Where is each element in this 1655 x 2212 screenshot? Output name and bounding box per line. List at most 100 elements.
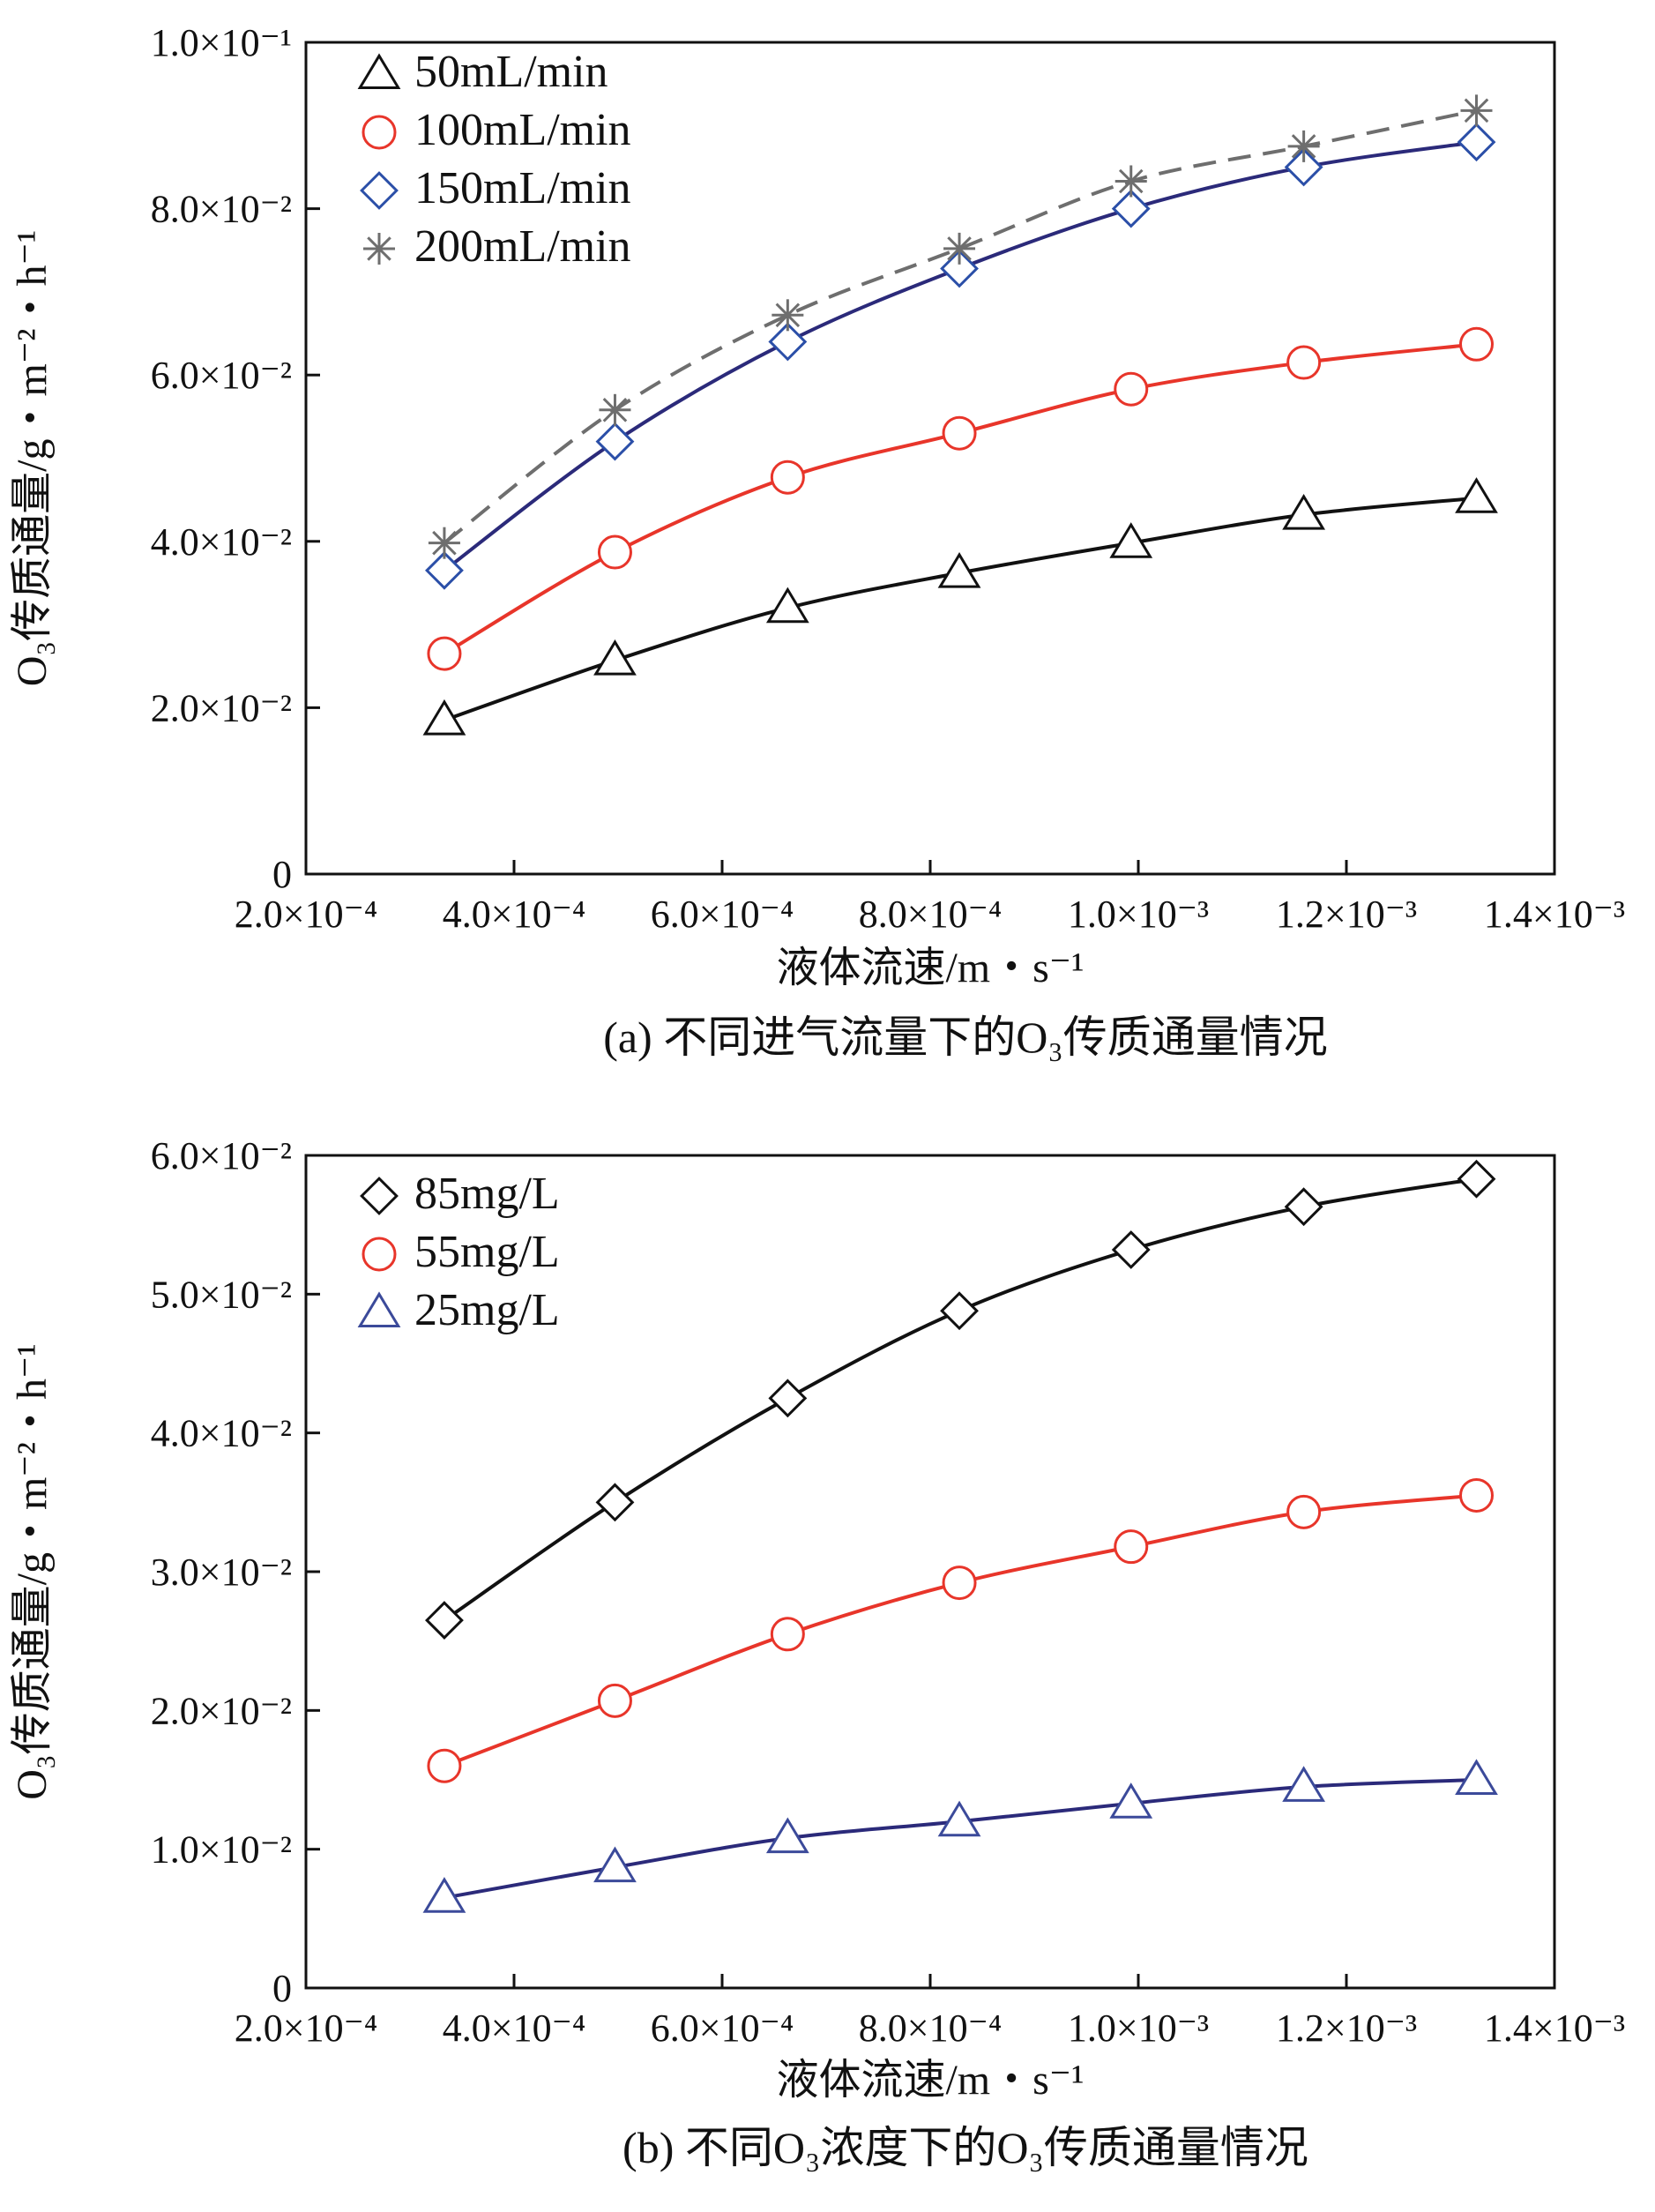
x-axis-label: 液体流速/m・s⁻¹ [776, 2057, 1084, 2104]
data-point [940, 249, 979, 288]
x-tick-label: 1.4×10⁻³ [1484, 893, 1625, 936]
y-tick-label: 8.0×10⁻² [151, 188, 292, 231]
data-point-stroke [1118, 168, 1144, 194]
data-point [1111, 1230, 1151, 1269]
y-tick-label: 5.0×10⁻² [151, 1273, 292, 1316]
data-point [597, 1683, 632, 1718]
y-tick-label: 3.0×10⁻² [151, 1551, 292, 1594]
data-point [1282, 494, 1326, 530]
legend-marker [357, 53, 401, 90]
data-point [1457, 123, 1496, 162]
data-point [1455, 1759, 1498, 1796]
y-tick-label: 4.0×10⁻² [151, 520, 292, 564]
x-tick-label: 2.0×10⁻⁴ [235, 2006, 377, 2050]
data-point [768, 322, 808, 362]
series-line-2 [443, 342, 1477, 655]
legend-label: 200mL/min [414, 221, 631, 272]
legend-marker-stroke [367, 236, 391, 261]
y-tick-label: 0 [272, 1967, 292, 2010]
y-axis-label: O₃传质通量/g・m⁻²・h⁻¹ [9, 230, 56, 687]
x-tick-label: 4.0×10⁻⁴ [443, 893, 585, 936]
data-point [770, 460, 805, 495]
data-point [1284, 147, 1323, 187]
data-point [772, 299, 804, 332]
data-point [422, 1877, 466, 1913]
legend-marker [362, 115, 397, 150]
data-point [593, 639, 637, 676]
data-point-stroke [1464, 98, 1489, 123]
plot-frame [304, 1154, 1556, 1990]
data-point [1459, 1477, 1494, 1513]
panel-caption: (b) 不同O₃浓度下的O₃传质通量情况 [622, 2123, 1308, 2172]
data-point [1286, 345, 1322, 380]
y-tick-label: 1.0×10⁻² [151, 1828, 292, 1872]
y-tick-label: 0 [272, 853, 292, 896]
data-point [425, 1601, 464, 1640]
data-point [937, 552, 981, 588]
data-point [425, 550, 464, 590]
x-tick-label: 6.0×10⁻⁴ [651, 893, 794, 936]
data-point [1114, 371, 1149, 407]
data-point-stroke [602, 398, 628, 422]
y-tick-label: 6.0×10⁻² [151, 1134, 292, 1177]
data-point [1115, 165, 1147, 198]
data-point [942, 415, 977, 451]
data-point [427, 1748, 462, 1783]
x-tick-label: 2.0×10⁻⁴ [235, 893, 377, 936]
x-tick-label: 1.4×10⁻³ [1484, 2006, 1625, 2050]
x-axis-label: 液体流速/m・s⁻¹ [776, 945, 1084, 991]
data-point [768, 1379, 808, 1418]
data-point [422, 699, 466, 736]
x-tick-label: 1.2×10⁻³ [1276, 2006, 1417, 2050]
x-tick-label: 4.0×10⁻⁴ [443, 2006, 585, 2050]
series-line-2 [444, 1493, 1477, 1768]
series-line-1 [444, 496, 1477, 722]
y-tick-label: 2.0×10⁻² [151, 686, 292, 729]
data-point [1111, 189, 1151, 228]
legend-label: 100mL/min [414, 105, 631, 155]
data-point [599, 393, 631, 426]
panel-a: 2.0×10⁻⁴ 4.0×10⁻⁴ 6.0×10⁻⁴ 8.0×10⁻⁴ 1.0×10⁻³… [9, 21, 1625, 1062]
data-point-stroke [947, 236, 972, 261]
data-point [1455, 477, 1498, 513]
data-point [593, 1846, 637, 1883]
data-point [595, 422, 635, 461]
data-point [937, 1800, 981, 1837]
data-point [943, 232, 976, 265]
y-tick-label: 6.0×10⁻² [151, 354, 292, 397]
panel-caption: (a) 不同进气流量下的O₃传质通量情况 [603, 1013, 1328, 1062]
x-tick-label: 1.2×10⁻³ [1276, 893, 1417, 936]
data-point [427, 636, 462, 671]
x-tick-label: 1.0×10⁻³ [1068, 893, 1209, 936]
data-point [1286, 1494, 1322, 1529]
legend-label: 55mg/L [414, 1227, 560, 1277]
legend-label: 150mL/min [414, 163, 631, 213]
legend-label: 25mg/L [414, 1285, 560, 1335]
data-point [1284, 1187, 1323, 1227]
data-point [595, 1483, 635, 1522]
data-point [1460, 94, 1493, 127]
data-point [770, 1617, 805, 1652]
data-point [1109, 1782, 1153, 1819]
data-point-stroke [1291, 134, 1316, 159]
legend-marker [363, 233, 395, 265]
y-tick-label: 2.0×10⁻² [151, 1689, 292, 1732]
y-axis-label: O₃传质通量/g・m⁻²・h⁻¹ [9, 1343, 56, 1800]
data-point [1459, 326, 1494, 362]
legend-label: 50mL/min [414, 47, 608, 97]
data-point [765, 1817, 809, 1854]
data-point [1114, 1529, 1149, 1565]
series-line-1 [443, 1177, 1477, 1622]
legend-marker [362, 1237, 397, 1272]
data-point-stroke [775, 303, 801, 328]
x-tick-label: 6.0×10⁻⁴ [651, 2006, 794, 2050]
legend-marker [360, 1177, 399, 1215]
data-point [1109, 522, 1153, 558]
data-point [1457, 1159, 1496, 1199]
data-point [428, 527, 460, 559]
x-tick-label: 8.0×10⁻⁴ [859, 2006, 1002, 2050]
x-tick-label: 8.0×10⁻⁴ [859, 893, 1002, 936]
data-point [765, 587, 809, 624]
data-point [940, 1291, 979, 1331]
